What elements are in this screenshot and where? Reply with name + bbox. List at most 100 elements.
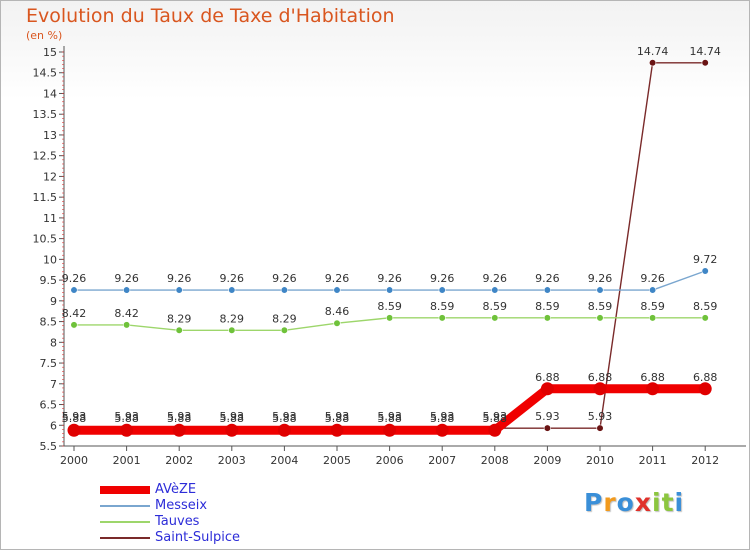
y-tick-label: 6 <box>50 419 57 432</box>
data-point <box>596 314 604 322</box>
data-point <box>120 423 134 437</box>
data-label: 9.26 <box>483 272 508 285</box>
data-point <box>438 314 446 322</box>
data-point <box>491 286 499 294</box>
x-tick-label: 2007 <box>428 454 456 467</box>
data-label: 5.93 <box>535 410 560 423</box>
x-tick-label: 2005 <box>323 454 351 467</box>
logo-letter: r <box>603 488 617 517</box>
x-tick-label: 2011 <box>639 454 667 467</box>
y-tick-label: 8.5 <box>40 316 58 329</box>
y-tick-label: 12.5 <box>33 150 58 163</box>
data-point <box>175 326 183 334</box>
data-point <box>70 286 78 294</box>
y-tick-label: 6.5 <box>40 399 58 412</box>
data-label: 8.42 <box>114 307 139 320</box>
series-layer <box>67 59 712 437</box>
y-tick-label: 5.5 <box>40 440 58 453</box>
data-label: 8.59 <box>588 300 613 313</box>
logo-letter: P <box>584 488 604 517</box>
data-point <box>228 326 236 334</box>
y-tick-label: 7 <box>50 378 57 391</box>
y-tick-label: 9 <box>50 295 57 308</box>
y-tick-label: 15 <box>43 46 57 59</box>
data-label: 6.88 <box>640 371 665 384</box>
y-tick-label: 9.5 <box>40 274 58 287</box>
data-label: 6.88 <box>588 371 613 384</box>
chart-title: Evolution du Taux de Taxe d'Habitation <box>26 5 395 27</box>
data-label: 9.26 <box>377 272 402 285</box>
data-label: 5.93 <box>325 410 350 423</box>
data-label: 5.88 <box>114 412 139 425</box>
x-tick-label: 2012 <box>691 454 719 467</box>
y-tick-label: 11 <box>43 212 57 225</box>
data-point <box>277 423 291 437</box>
data-point <box>698 382 712 396</box>
data-label: 5.88 <box>220 412 245 425</box>
data-label: 9.26 <box>640 272 665 285</box>
data-point <box>333 286 341 294</box>
data-point <box>543 314 552 322</box>
data-point <box>225 423 239 437</box>
data-label: 5.93 <box>430 410 455 423</box>
data-label: 9.26 <box>167 272 192 285</box>
y-tick-label: 13.5 <box>33 108 58 121</box>
data-point <box>435 423 449 437</box>
data-label: 9.26 <box>325 272 350 285</box>
data-label: 5.93 <box>588 410 613 423</box>
data-point <box>596 424 604 432</box>
legend-swatches <box>100 486 150 539</box>
data-point <box>280 326 289 334</box>
data-label: 5.88 <box>325 412 350 425</box>
data-label: 8.59 <box>535 300 560 313</box>
data-label: 8.29 <box>272 312 297 325</box>
y-tick-label: 13 <box>43 129 57 142</box>
data-point <box>386 314 394 322</box>
data-label: 5.93 <box>114 410 139 423</box>
data-label: 5.93 <box>62 410 87 423</box>
data-label: 8.59 <box>377 300 402 313</box>
y-tick-label: 12 <box>43 170 57 183</box>
x-tick-label: 2010 <box>586 454 614 467</box>
data-label: 9.26 <box>430 272 455 285</box>
x-tick-label: 2009 <box>533 454 561 467</box>
legend-label-aveze: AVèZE <box>155 482 197 497</box>
logo-letter: i <box>674 488 685 517</box>
x-tick-label: 2002 <box>165 454 193 467</box>
data-point <box>543 286 552 294</box>
y-tick-label: 14.5 <box>33 67 58 80</box>
data-label: 9.26 <box>535 272 560 285</box>
data-label: 8.42 <box>62 307 87 320</box>
data-point <box>70 321 78 329</box>
data-label: 9.26 <box>220 272 245 285</box>
y-tick-label: 8 <box>50 336 57 349</box>
data-label: 9.26 <box>272 272 297 285</box>
data-label: 5.93 <box>483 410 508 423</box>
logo-letter: i <box>652 488 662 517</box>
x-tick-label: 2006 <box>376 454 404 467</box>
y-axis-ticks: 5.5 6 6.5 7 7.5 8 8.5 9 9.5 10 10.5 11 11.5 12 12.5 13 1… <box>33 46 64 453</box>
data-label: 6.88 <box>693 371 718 384</box>
x-tick-label: 2003 <box>218 454 246 467</box>
legend-label-saint-sulpice: Saint-Sulpice <box>155 530 240 545</box>
legend-label-tauves: Tauves <box>155 514 200 529</box>
y-tick-label: 10 <box>43 253 57 266</box>
x-tick-label: 2008 <box>481 454 509 467</box>
data-label: 9.26 <box>114 272 139 285</box>
x-tick-label: 2000 <box>60 454 88 467</box>
data-label: 8.46 <box>325 305 350 318</box>
data-point <box>701 267 709 275</box>
data-point <box>701 59 709 67</box>
x-tick-label: 2001 <box>113 454 141 467</box>
data-point <box>122 286 131 294</box>
data-label: 5.93 <box>272 410 297 423</box>
data-point <box>175 286 183 294</box>
data-label: 8.59 <box>430 300 455 313</box>
data-point <box>330 423 344 437</box>
data-label: 14.74 <box>637 45 669 58</box>
data-point <box>543 424 552 432</box>
x-tick-label: 2004 <box>270 454 298 467</box>
axes <box>63 46 746 447</box>
